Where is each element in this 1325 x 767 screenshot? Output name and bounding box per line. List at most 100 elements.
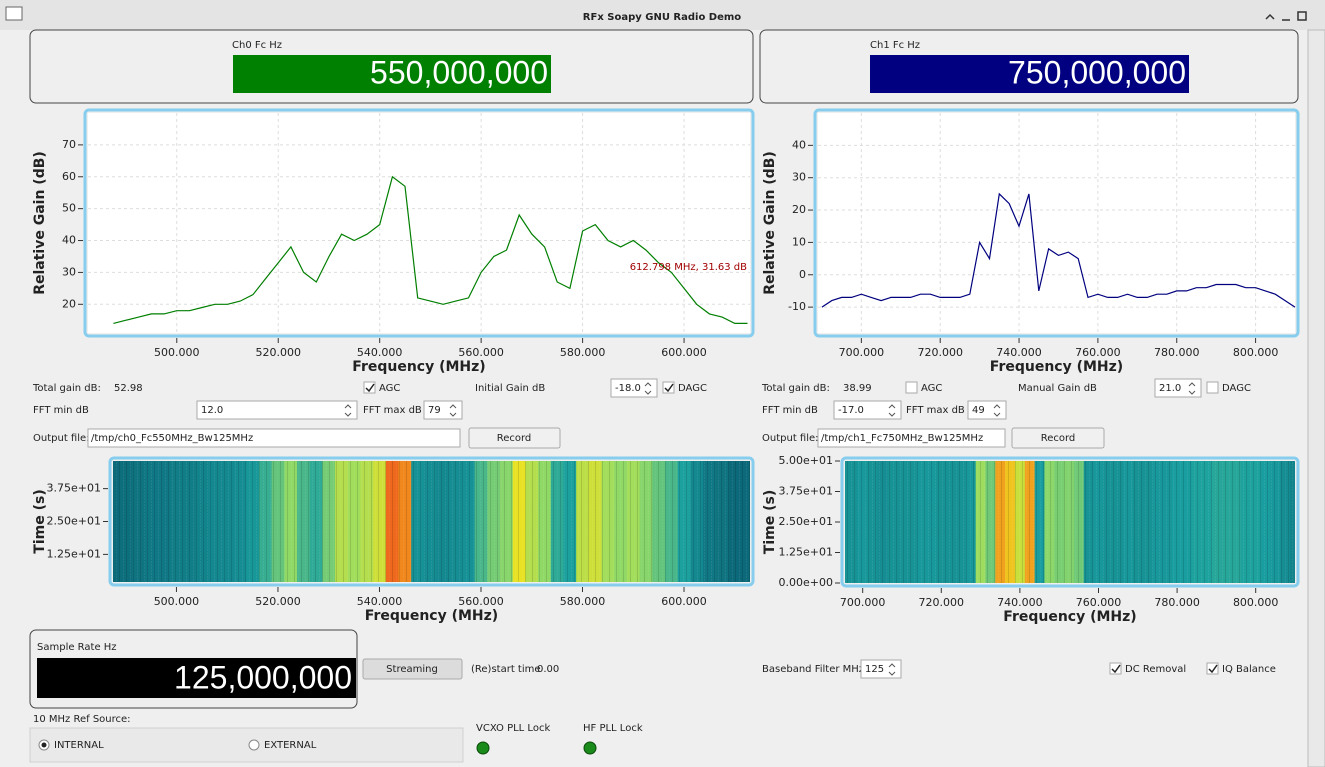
x-tick-label: 760.000: [1075, 346, 1121, 359]
checkbox[interactable]: [1207, 382, 1218, 393]
app-window: RFx Soapy GNU Radio Demo Ch0 Fc Hz 550,0…: [0, 0, 1325, 767]
y-tick-label: 30: [792, 171, 806, 184]
label: Manual Gain dB: [1018, 383, 1097, 394]
y-axis-label: Time (s): [32, 489, 48, 553]
label: Ch0 Fc Hz: [232, 40, 282, 51]
button-label: Record: [1041, 433, 1076, 444]
y-tick-label: 5.00e+01: [779, 454, 833, 467]
label: AGC: [921, 383, 942, 394]
x-tick-label: 600.000: [661, 595, 707, 608]
sample-rate-value: 125,000,000: [174, 659, 352, 695]
input-value: /tmp/ch0_Fc550MHz_Bw125MHz: [91, 433, 253, 444]
label: Total gain dB:: [761, 383, 830, 394]
x-tick-label: 740.000: [997, 596, 1043, 609]
input-value: /tmp/ch1_Fc750MHz_Bw125MHz: [821, 433, 983, 444]
y-tick-label: 30: [62, 265, 76, 278]
label: DAGC: [1222, 383, 1251, 394]
y-tick-label: 60: [62, 170, 76, 183]
button-label: Streaming: [386, 664, 438, 675]
spinbox-value: 21.0: [1159, 383, 1181, 394]
y-tick-label: 0.00e+00: [779, 576, 833, 589]
label: Ch1 Fc Hz: [870, 40, 920, 51]
label: Baseband Filter MHz: [762, 664, 864, 675]
spinbox-value: -18.0: [615, 383, 641, 394]
x-tick-label: 800.000: [1233, 596, 1279, 609]
y-tick-label: 1.25e+01: [47, 547, 101, 560]
spinbox-value: 125: [865, 664, 884, 675]
label: INTERNAL: [54, 740, 104, 751]
label: Output file:: [33, 433, 90, 444]
checkbox[interactable]: [663, 382, 674, 393]
x-tick-label: 500.000: [154, 595, 200, 608]
x-tick-label: 500.000: [154, 346, 200, 359]
y-tick-label: 0: [799, 268, 806, 281]
label: (Re)start time: [471, 664, 541, 675]
label: HF PLL Lock: [583, 723, 643, 734]
label: 10 MHz Ref Source:: [33, 714, 131, 725]
y-tick-label: 3.75e+01: [779, 485, 833, 498]
x-tick-label: 560.000: [458, 346, 504, 359]
y-tick-label: 20: [62, 297, 76, 310]
label: DAGC: [678, 383, 707, 394]
scrollbar[interactable]: [1308, 30, 1325, 767]
label: Sample Rate Hz: [37, 642, 117, 653]
x-tick-label: 600.000: [661, 346, 707, 359]
marker-annotation: 612.798 MHz, 31.63 dB: [630, 262, 747, 273]
plot-area: [88, 113, 750, 333]
value: 38.99: [843, 383, 872, 394]
radio-dot: [42, 743, 47, 748]
x-tick-label: 520.000: [255, 595, 301, 608]
y-tick-label: 70: [62, 138, 76, 151]
x-tick-label: 760.000: [1076, 596, 1122, 609]
x-axis-label: Frequency (MHz): [1003, 609, 1136, 625]
label: FFT max dB: [363, 405, 422, 416]
spinbox-value: 49: [972, 405, 985, 416]
x-tick-label: 580.000: [560, 595, 606, 608]
label: AGC: [379, 383, 400, 394]
value: 52.98: [114, 383, 143, 394]
waterfall-texture: [845, 461, 1295, 583]
y-tick-label: 20: [792, 203, 806, 216]
x-axis-label: Frequency (MHz): [352, 359, 485, 375]
checkbox[interactable]: [364, 382, 375, 393]
checkbox[interactable]: [1110, 663, 1121, 674]
x-tick-label: 540.000: [357, 595, 403, 608]
plot-area: [818, 113, 1295, 333]
checkbox[interactable]: [906, 382, 917, 393]
checkbox[interactable]: [1207, 663, 1218, 674]
x-tick-label: 580.000: [560, 346, 606, 359]
label: FFT min dB: [762, 405, 818, 416]
label: Output file:: [762, 433, 819, 444]
y-tick-label: 2.50e+01: [47, 515, 101, 528]
spinbox-value: 79: [428, 405, 441, 416]
x-tick-label: 700.000: [840, 596, 886, 609]
y-tick-label: 50: [62, 202, 76, 215]
window-title: RFx Soapy GNU Radio Demo: [583, 12, 742, 23]
y-axis-label: Relative Gain (dB): [32, 151, 48, 295]
spinbox-value: 12.0: [201, 405, 223, 416]
y-tick-label: 3.75e+01: [47, 482, 101, 495]
x-tick-label: 720.000: [917, 346, 963, 359]
led: [584, 742, 596, 754]
value: 0.00: [537, 664, 559, 675]
y-tick-label: 2.50e+01: [779, 515, 833, 528]
y-tick-label: -10: [788, 300, 806, 313]
x-tick-label: 540.000: [357, 346, 403, 359]
label: IQ Balance: [1222, 664, 1276, 675]
x-axis-label: Frequency (MHz): [365, 608, 498, 624]
spinbox-value: -17.0: [838, 405, 864, 416]
x-tick-label: 720.000: [919, 596, 965, 609]
x-tick-label: 700.000: [839, 346, 885, 359]
label: DC Removal: [1125, 664, 1186, 675]
window-icon: [6, 7, 22, 20]
radio[interactable]: [249, 740, 259, 750]
y-tick-label: 1.25e+01: [779, 546, 833, 559]
x-tick-label: 560.000: [458, 595, 504, 608]
label: VCXO PLL Lock: [476, 723, 550, 734]
x-tick-label: 780.000: [1154, 596, 1200, 609]
label: FFT max dB: [906, 405, 965, 416]
x-axis-label: Frequency (MHz): [990, 359, 1123, 375]
x-tick-label: 520.000: [255, 346, 301, 359]
fc-value: 550,000,000: [370, 54, 548, 90]
x-tick-label: 780.000: [1154, 346, 1200, 359]
